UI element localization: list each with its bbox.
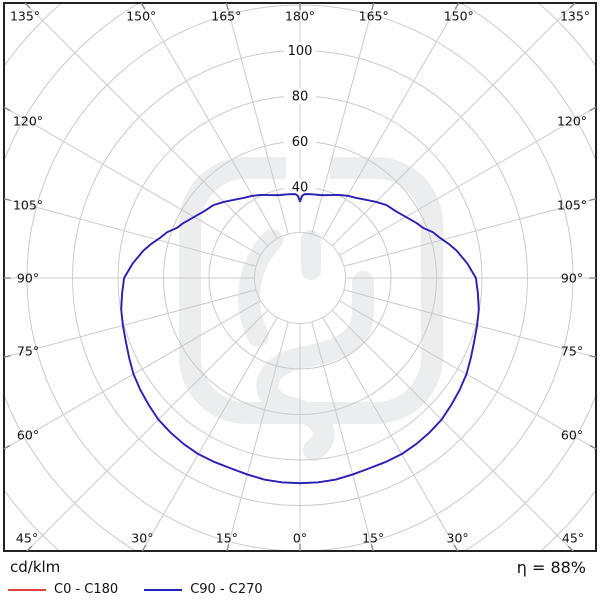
svg-text:90°: 90° xyxy=(561,271,583,286)
curve-c90-c270 xyxy=(120,193,480,485)
efficiency-label: η = 88% xyxy=(516,558,586,577)
svg-text:100: 100 xyxy=(288,44,313,59)
svg-text:180°: 180° xyxy=(285,9,315,24)
svg-text:135°: 135° xyxy=(10,9,40,24)
chart-footer: cd/klm η = 88% C0 - C180 C90 - C270 xyxy=(0,552,600,600)
svg-text:30°: 30° xyxy=(447,531,469,546)
svg-text:90°: 90° xyxy=(17,271,39,286)
angle-labels: 0° 15° 15° 30° 30° 45° 45° 60° 60° 75° 75° 90° 90° 10… xyxy=(10,9,590,546)
svg-text:75°: 75° xyxy=(561,343,583,358)
angle-ticks xyxy=(3,2,597,552)
polar-chart: 0° 15° 15° 30° 30° 45° 45° 60° 60° 75° 75° 90° 90° 10… xyxy=(3,2,597,552)
svg-text:45°: 45° xyxy=(562,531,584,546)
svg-text:120°: 120° xyxy=(13,113,43,128)
svg-text:150°: 150° xyxy=(126,9,156,24)
svg-text:0°: 0° xyxy=(293,531,307,546)
ring-value-labels: 40 60 80 100 xyxy=(284,42,316,196)
svg-text:60: 60 xyxy=(292,135,309,150)
svg-text:60°: 60° xyxy=(17,428,39,443)
polar-grid xyxy=(4,3,596,551)
svg-text:40: 40 xyxy=(292,181,309,196)
unit-label: cd/klm xyxy=(10,558,61,576)
legend-line-c90-c270-icon xyxy=(144,588,183,591)
svg-text:15°: 15° xyxy=(362,531,384,546)
svg-text:15°: 15° xyxy=(216,531,238,546)
legend-line-c0-c180-icon xyxy=(8,588,46,591)
legend-label-c0-c180: C0 - C180 xyxy=(54,582,119,597)
svg-text:75°: 75° xyxy=(17,343,39,358)
svg-text:45°: 45° xyxy=(16,531,38,546)
svg-text:165°: 165° xyxy=(211,9,241,24)
svg-text:120°: 120° xyxy=(557,113,587,128)
svg-text:30°: 30° xyxy=(131,531,153,546)
svg-text:60°: 60° xyxy=(561,428,583,443)
svg-text:135°: 135° xyxy=(560,9,590,24)
svg-text:105°: 105° xyxy=(13,198,43,213)
legend: C0 - C180 C90 - C270 xyxy=(8,582,289,597)
svg-text:80: 80 xyxy=(292,90,309,105)
svg-text:150°: 150° xyxy=(444,9,474,24)
legend-label-c90-c270: C90 - C270 xyxy=(190,582,263,597)
svg-text:105°: 105° xyxy=(557,198,587,213)
svg-text:165°: 165° xyxy=(359,9,389,24)
